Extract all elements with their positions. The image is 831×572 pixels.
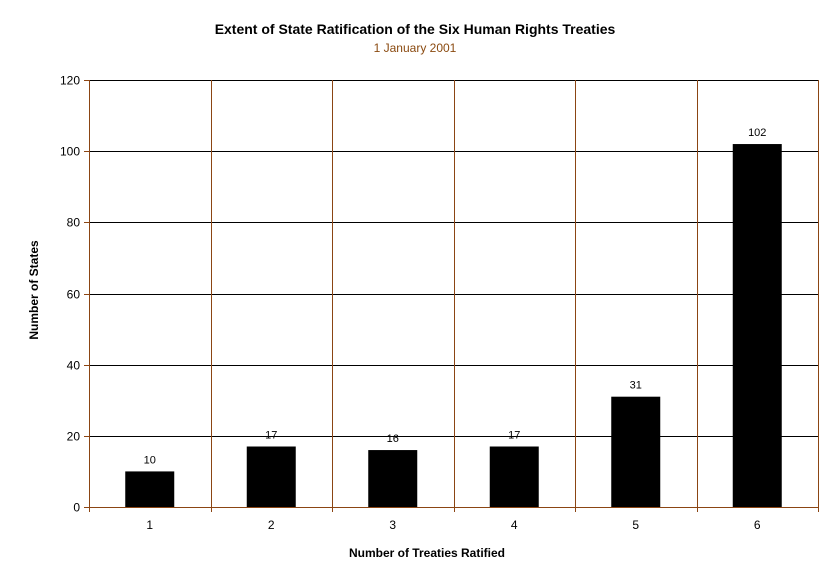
bar-5 [611, 396, 661, 507]
x-tick-label: 6 [754, 518, 761, 532]
axes [84, 80, 819, 512]
data-labels: 10 17 16 17 31 102 [144, 127, 767, 466]
x-axis-title: Number of Treaties Ratified [349, 546, 505, 560]
chart-subtitle: 1 January 2001 [374, 41, 457, 55]
bar-3 [368, 450, 418, 507]
data-label-5: 31 [630, 380, 642, 392]
grid [89, 80, 819, 507]
y-tick-label: 40 [67, 359, 81, 373]
bar-4 [489, 446, 539, 507]
bar-1 [125, 471, 175, 507]
x-tick-label: 1 [146, 518, 153, 532]
y-axis-title: Number of States [27, 240, 41, 340]
x-tick-labels: 1 2 3 4 5 6 [146, 518, 761, 532]
y-tick-label: 100 [60, 145, 80, 159]
y-tick-label: 60 [67, 288, 81, 302]
data-label-1: 10 [144, 454, 156, 466]
x-tick-label: 5 [632, 518, 639, 532]
bar-6 [732, 144, 782, 508]
bar-2 [246, 446, 296, 507]
data-label-3: 16 [387, 433, 399, 445]
x-tick-label: 4 [511, 518, 518, 532]
bars [125, 144, 782, 508]
data-label-4: 17 [508, 430, 520, 442]
y-tick-label: 120 [60, 74, 80, 88]
chart-title: Extent of State Ratification of the Six … [215, 21, 616, 37]
y-tick-labels: 0 20 40 60 80 100 120 [60, 74, 80, 515]
y-tick-label: 20 [67, 430, 81, 444]
data-label-2: 17 [265, 430, 277, 442]
x-tick-label: 2 [268, 518, 275, 532]
y-tick-label: 0 [73, 501, 80, 515]
y-tick-label: 80 [67, 216, 81, 230]
data-label-6: 102 [748, 127, 766, 139]
x-tick-label: 3 [389, 518, 396, 532]
